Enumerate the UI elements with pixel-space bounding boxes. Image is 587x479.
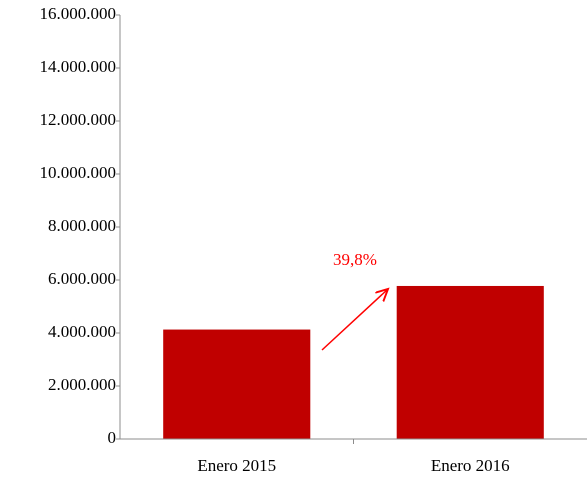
y-tick-label: 6.000.000 bbox=[48, 269, 116, 288]
bar bbox=[396, 285, 544, 439]
x-tick-label: Enero 2016 bbox=[431, 456, 510, 475]
y-tick-label: 0 bbox=[108, 428, 117, 447]
bar bbox=[163, 329, 311, 439]
y-tick-label: 4.000.000 bbox=[48, 322, 116, 341]
y-tick-label: 8.000.000 bbox=[48, 216, 116, 235]
y-tick-label: 16.000.000 bbox=[40, 4, 117, 23]
x-tick-label: Enero 2015 bbox=[197, 456, 276, 475]
y-tick-label: 12.000.000 bbox=[40, 110, 117, 129]
annotation-arrow bbox=[321, 289, 388, 351]
y-tick-label: 10.000.000 bbox=[40, 163, 117, 182]
y-tick-label: 2.000.000 bbox=[48, 375, 116, 394]
y-tick-label: 14.000.000 bbox=[40, 57, 117, 76]
annotation: 39,8% bbox=[333, 250, 377, 269]
